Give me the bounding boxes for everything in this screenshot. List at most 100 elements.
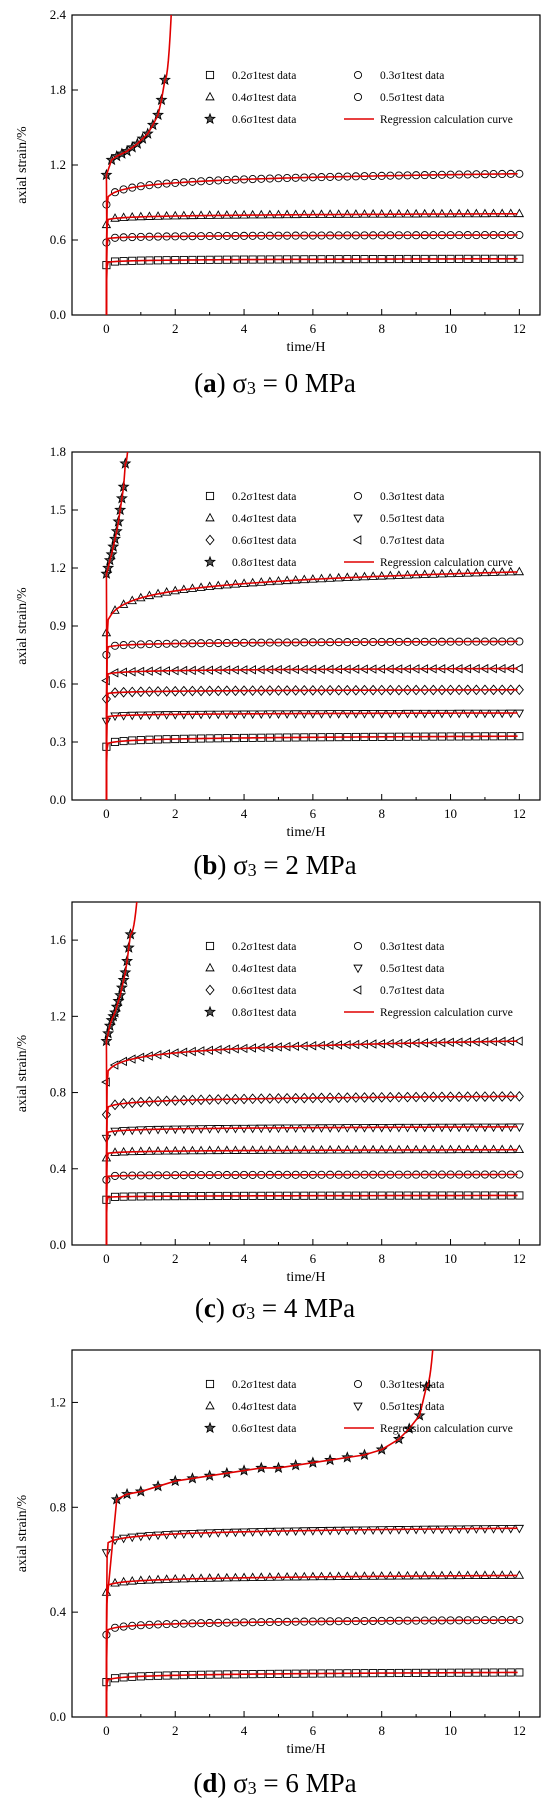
x-tick-label: 12 (513, 1251, 526, 1266)
legend-marker (205, 962, 215, 972)
y-tick-label: 0.6 (50, 232, 67, 247)
regression-curve (105, 1126, 518, 1245)
legend-label: 0.5σ1test data (380, 1401, 444, 1413)
legend-label: 0.8σ1test data (232, 557, 296, 569)
regression-curve (105, 1148, 518, 1245)
series-1 (102, 1170, 524, 1245)
y-tick-label: 0.4 (50, 1604, 67, 1619)
legend: 0.2σ1test data 0.3σ1test data 0.4σ1test da… (204, 491, 513, 569)
series-1 (102, 230, 524, 315)
legend-label: 0.4σ1test data (232, 1401, 296, 1413)
chart-svg: 0 2 4 6 8 10 12 0.0 0.4 0.8 1.2 time/H axial strain/… (15, 1349, 541, 1757)
chart-panel-d: 0 2 4 6 8 10 12 0.0 0.4 0.8 1.2 time/H axial strain/… (0, 1340, 550, 1805)
y-tick-label: 1.2 (50, 157, 66, 172)
y-tick-label: 0.8 (50, 1085, 66, 1100)
y-tick-label: 0.0 (50, 792, 66, 807)
legend-marker (353, 92, 363, 102)
legend-label: 0.4σ1test data (232, 92, 296, 104)
x-axis-label: time/H (287, 1270, 326, 1285)
y-axis-label: axial strain/% (15, 1494, 30, 1572)
legend-marker (353, 491, 363, 501)
regression-curve (105, 1574, 518, 1717)
series-4 (101, 1090, 524, 1245)
y-tick-label: 0.6 (50, 676, 67, 691)
regression-curve (105, 15, 172, 315)
x-tick-label: 6 (310, 806, 317, 821)
regression-curve (105, 1619, 518, 1717)
legend-label: 0.6σ1test data (232, 114, 296, 126)
x-tick-label: 4 (241, 1251, 248, 1266)
y-tick-label: 1.8 (50, 82, 66, 97)
legend-label: 0.3σ1test data (380, 1379, 444, 1391)
legend-marker (205, 1400, 215, 1410)
legend-marker (205, 512, 215, 522)
legend-label: 0.8σ1test data (232, 1007, 296, 1019)
series-3 (101, 1524, 525, 1717)
legend-label: 0.6σ1test data (232, 1423, 296, 1435)
y-tick-label: 2.4 (50, 7, 67, 22)
y-tick-label: 0.4 (50, 1161, 67, 1176)
series-0 (102, 1191, 524, 1245)
legend-marker (353, 941, 363, 951)
series-4 (100, 15, 172, 315)
plot-frame (71, 901, 541, 1246)
legend-label: Regression calculation curve (380, 557, 513, 569)
regression-curve (105, 667, 518, 800)
x-tick-label: 8 (378, 321, 385, 336)
legend-marker (352, 535, 362, 545)
series-6 (100, 902, 138, 1245)
regression-curve (105, 212, 518, 315)
legend-label: Regression calculation curve (380, 1423, 513, 1435)
x-tick-label: 12 (513, 806, 526, 821)
series-2 (101, 1144, 525, 1245)
y-tick-label: 0.0 (50, 1237, 66, 1252)
legend-marker (353, 964, 363, 974)
legend-label: 0.2σ1test data (232, 941, 296, 953)
series-1 (102, 637, 524, 800)
plot-frame (71, 14, 541, 316)
x-tick-label: 8 (378, 806, 385, 821)
legend-label: 0.4σ1test data (232, 963, 296, 975)
legend-marker (205, 70, 215, 80)
legend-label: 0.3σ1test data (380, 70, 444, 82)
legend-marker (205, 941, 215, 951)
series-3 (101, 709, 525, 800)
legend-label: 0.5σ1test data (380, 92, 444, 104)
x-axis-label: time/H (287, 1742, 326, 1757)
y-axis-label: axial strain/% (15, 1034, 30, 1112)
x-tick-label: 4 (241, 1723, 248, 1738)
regression-curve (105, 712, 518, 800)
legend: 0.2σ1test data 0.3σ1test data 0.4σ1test da… (204, 70, 513, 126)
legend-label: 0.6σ1test data (232, 985, 296, 997)
legend: 0.2σ1test data 0.3σ1test data 0.4σ1test da… (204, 941, 513, 1019)
x-tick-label: 6 (310, 1251, 317, 1266)
series-3 (101, 1123, 525, 1245)
x-axis-label: time/H (287, 825, 326, 840)
regression-curve (105, 689, 518, 800)
x-tick-label: 10 (444, 806, 457, 821)
regression-curve (105, 1173, 518, 1245)
regression-curve (105, 735, 518, 800)
series-0 (102, 1668, 524, 1717)
x-tick-label: 2 (172, 1723, 179, 1738)
regression-curve (105, 1095, 518, 1245)
regression-curve (105, 640, 518, 800)
series-2 (101, 208, 525, 315)
x-tick-label: 12 (513, 1723, 526, 1738)
series-1 (102, 1615, 524, 1717)
legend-label: 0.7σ1test data (380, 535, 444, 547)
data-point (514, 663, 523, 674)
legend-marker (205, 491, 215, 501)
y-tick-label: 1.2 (50, 560, 66, 575)
chart-panel-a: 0 2 4 6 8 10 12 0.0 0.6 1.2 1.8 2.4 time/H axial stra… (0, 0, 550, 410)
x-tick-label: 6 (310, 1723, 317, 1738)
x-axis-label: time/H (287, 340, 326, 355)
regression-curve (105, 257, 518, 315)
series-6 (100, 452, 132, 800)
legend-label: 0.5σ1test data (380, 963, 444, 975)
y-axis-label: axial strain/% (15, 587, 30, 665)
legend-label: 0.2σ1test data (232, 1379, 296, 1391)
chart-panel-b: 0 2 4 6 8 10 12 0.0 0.3 0.6 0.9 1.2 1.5 1.8 time/H axia… (0, 440, 550, 880)
legend-marker (204, 1421, 216, 1434)
x-tick-label: 0 (103, 806, 110, 821)
